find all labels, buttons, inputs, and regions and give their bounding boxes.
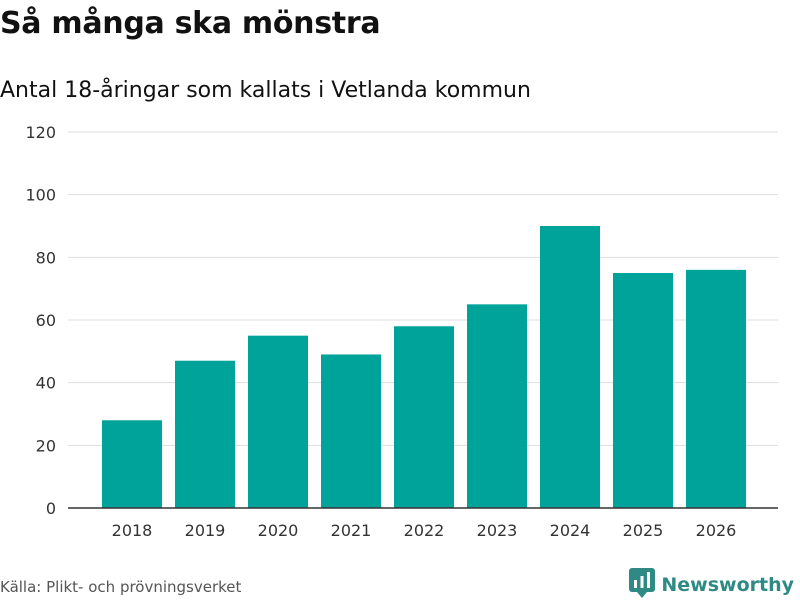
bar-2019 [175, 360, 235, 508]
bar-2020 [248, 335, 308, 508]
x-tick-label-2026: 2026 [696, 521, 737, 540]
x-tick-label-2024: 2024 [550, 521, 591, 540]
y-tick-label-0: 0 [46, 499, 56, 518]
x-tick-label-2023: 2023 [477, 521, 518, 540]
y-tick-label-20: 20 [36, 436, 56, 455]
source-note: Källa: Plikt- och prövningsverket [0, 578, 242, 596]
chart-subtitle: Antal 18-åringar som kallats i Vetlanda … [0, 78, 531, 103]
brand-name: Newsworthy [661, 574, 794, 596]
y-tick-label-80: 80 [36, 248, 56, 267]
y-tick-label-60: 60 [36, 311, 56, 330]
bar-2023 [467, 304, 527, 508]
bar-2022 [394, 326, 454, 508]
bar-2025 [613, 273, 673, 508]
bar-2026 [686, 269, 746, 508]
brand-logo[interactable]: Newsworthy [629, 568, 794, 600]
bar-2018 [102, 420, 162, 508]
newsworthy-logo-icon [629, 568, 656, 600]
axes: 0 20 40 60 80 100 120 2018 2019 2020 2021 2022 2023 2… [25, 123, 778, 540]
x-tick-label-2022: 2022 [404, 521, 445, 540]
x-tick-label-2025: 2025 [623, 521, 664, 540]
x-tick-label-2021: 2021 [331, 521, 372, 540]
y-tick-label-120: 120 [25, 123, 56, 142]
y-tick-label-40: 40 [36, 374, 56, 393]
x-tick-label-2019: 2019 [185, 521, 226, 540]
bars [102, 226, 746, 508]
y-tick-label-100: 100 [25, 186, 56, 205]
chart-title: Så många ska mönstra [0, 6, 381, 41]
x-tick-label-2018: 2018 [112, 521, 153, 540]
bar-2024 [540, 226, 600, 508]
bar-2021 [321, 354, 381, 508]
x-tick-label-2020: 2020 [258, 521, 299, 540]
